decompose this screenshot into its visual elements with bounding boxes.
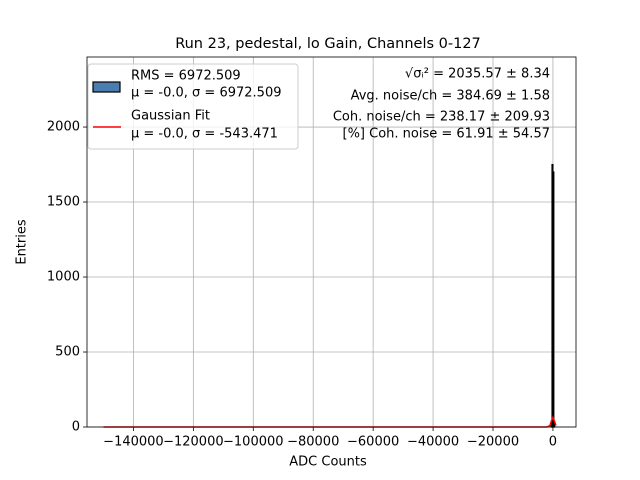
x-tick-label: −120000 [163,435,224,450]
x-tick-label: −60000 [347,435,399,450]
y-tick-label: 2000 [47,120,80,135]
legend-swatch [92,81,121,93]
x-axis-label: ADC Counts [289,455,367,470]
legend-label: Gaussian Fit [131,109,210,124]
fit-line [103,415,557,428]
y-tick-label: 500 [55,345,80,360]
x-tick-label: −100000 [223,435,284,450]
y-tick-label: 1500 [47,195,80,210]
annotation: Avg. noise/ch = 384.69 ± 1.58 [351,89,550,104]
annotation: √σᵢ² = 2035.57 ± 8.34 [405,67,550,82]
x-tick-label: −20000 [467,435,519,450]
y-tick-label: 1000 [47,270,80,285]
plot-frame [86,56,577,428]
legend-box [87,63,299,150]
y-axis-label: Entries [15,219,30,265]
legend-label: μ = -0.0, σ = 6972.509 [131,86,281,101]
x-tick-label: −140000 [103,435,164,450]
x-tick-label: 0 [549,435,557,450]
y-tick-label: 0 [72,420,80,435]
annotation: Coh. noise/ch = 238.17 ± 209.93 [333,110,550,125]
x-tick-label: −40000 [407,435,459,450]
legend-label: μ = -0.0, σ = -543.471 [131,127,278,142]
legend-label: RMS = 6972.509 [131,69,241,84]
x-tick-label: −80000 [287,435,339,450]
annotation: [%] Coh. noise = 61.91 ± 54.57 [343,127,551,142]
chart-title: Run 23, pedestal, lo Gain, Channels 0-12… [175,36,481,52]
bar [552,171,555,428]
